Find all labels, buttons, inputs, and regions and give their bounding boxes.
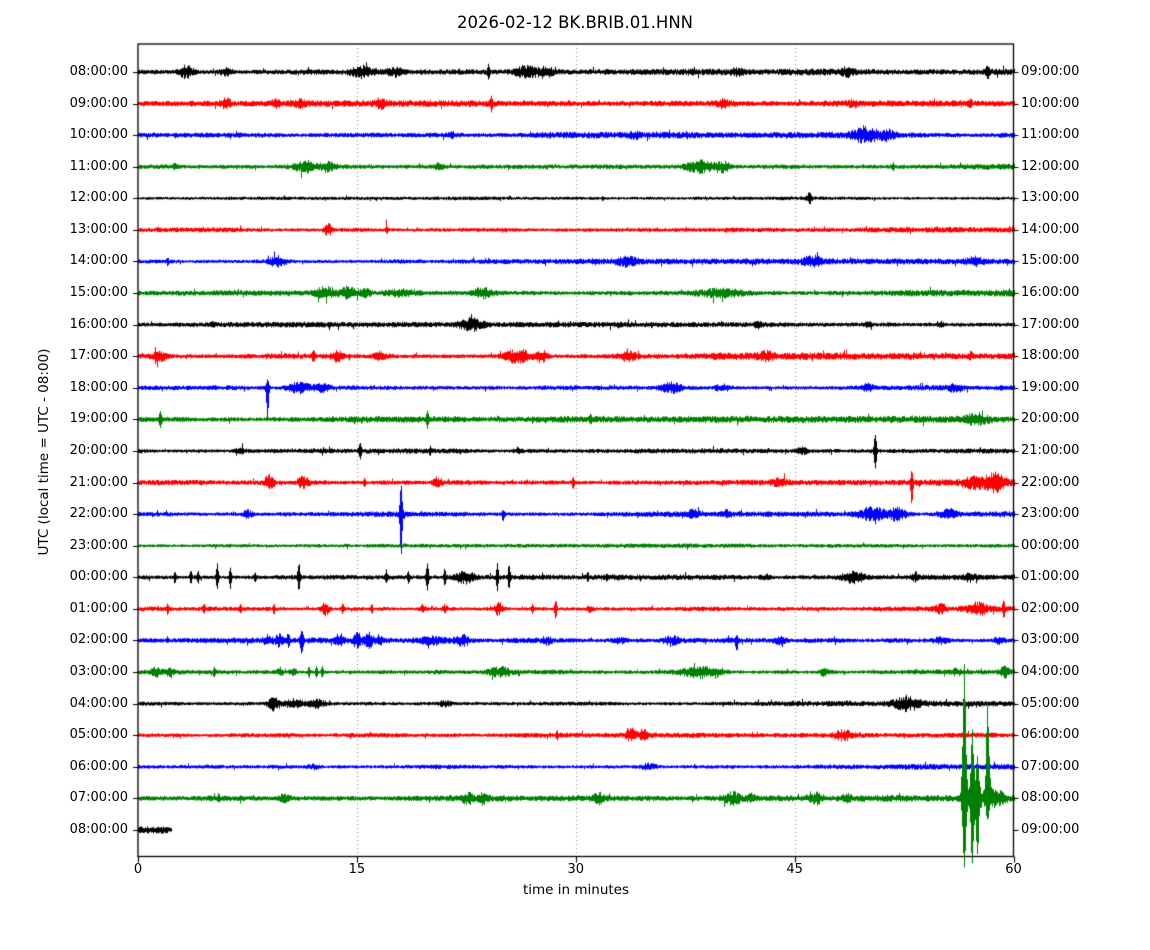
right-time-label: 13:00:00: [1021, 190, 1080, 206]
left-time-label: 04:00:00: [69, 695, 128, 711]
left-time-label: 06:00:00: [69, 758, 128, 774]
right-time-label: 03:00:00: [1021, 632, 1080, 648]
left-time-label: 13:00:00: [69, 221, 128, 237]
right-time-label: 18:00:00: [1021, 348, 1080, 364]
left-time-label: 15:00:00: [69, 285, 128, 301]
right-time-label: 12:00:00: [1021, 158, 1080, 174]
left-time-label: 07:00:00: [69, 790, 128, 806]
left-time-label: 01:00:00: [69, 600, 128, 616]
x-tick-label: 60: [1005, 862, 1022, 877]
left-time-label: 21:00:00: [69, 474, 128, 490]
left-time-label: 12:00:00: [69, 190, 128, 206]
right-time-label: 19:00:00: [1021, 379, 1080, 395]
left-time-label: 00:00:00: [69, 569, 128, 585]
right-time-label: 16:00:00: [1021, 285, 1080, 301]
right-time-label: 06:00:00: [1021, 727, 1080, 743]
right-time-label: 09:00:00: [1021, 64, 1080, 79]
right-time-label: 10:00:00: [1021, 95, 1080, 111]
left-time-label: 08:00:00: [69, 821, 128, 837]
right-time-label: 01:00:00: [1021, 569, 1080, 585]
left-time-label: 03:00:00: [69, 664, 128, 680]
right-time-label: 21:00:00: [1021, 442, 1080, 458]
x-axis-label: time in minutes: [522, 882, 630, 898]
right-time-label: 11:00:00: [1021, 127, 1080, 143]
right-time-label: 05:00:00: [1021, 695, 1080, 711]
left-time-label: 18:00:00: [69, 379, 128, 395]
left-time-label: 02:00:00: [69, 632, 128, 648]
left-time-label: 19:00:00: [69, 411, 128, 427]
right-time-label: 09:00:00: [1021, 821, 1080, 837]
left-time-label: 09:00:00: [69, 95, 128, 111]
right-time-label: 17:00:00: [1021, 316, 1080, 332]
x-tick-label: 0: [133, 862, 143, 877]
right-time-label: 22:00:00: [1021, 474, 1080, 490]
chart-title: 2026-02-12 BK.BRIB.01.HNN: [456, 13, 694, 32]
right-time-label: 02:00:00: [1021, 600, 1080, 616]
left-time-label: 08:00:00: [69, 64, 128, 79]
left-time-label: 23:00:00: [69, 537, 128, 553]
right-time-label: 14:00:00: [1021, 221, 1080, 237]
left-time-label: 22:00:00: [69, 506, 128, 522]
right-time-label: 08:00:00: [1021, 790, 1080, 806]
right-time-label: 00:00:00: [1021, 537, 1080, 553]
x-tick-label: 30: [567, 862, 585, 877]
left-time-label: 10:00:00: [69, 127, 128, 143]
right-time-label: 15:00:00: [1021, 253, 1080, 269]
right-time-label: 20:00:00: [1021, 411, 1080, 427]
left-time-label: 20:00:00: [69, 442, 128, 458]
left-time-label: 17:00:00: [69, 348, 128, 364]
x-tick-label: 45: [786, 862, 803, 877]
right-time-label: 23:00:00: [1021, 506, 1080, 522]
left-time-label: 05:00:00: [69, 727, 128, 743]
x-tick-label: 15: [348, 862, 366, 877]
left-time-label: 16:00:00: [69, 316, 128, 332]
left-time-label: 14:00:00: [69, 253, 128, 269]
right-time-label: 07:00:00: [1021, 758, 1080, 774]
left-time-label: 11:00:00: [69, 158, 128, 174]
right-time-label: 04:00:00: [1021, 664, 1080, 680]
